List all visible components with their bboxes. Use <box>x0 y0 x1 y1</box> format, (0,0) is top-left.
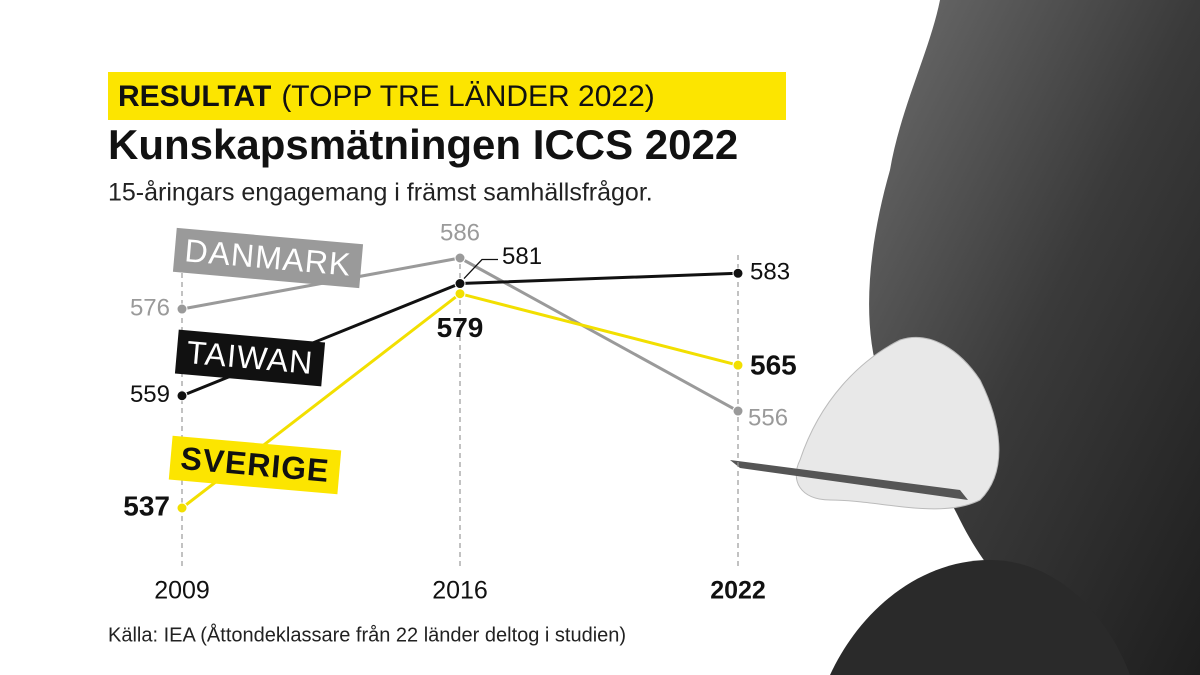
data-label: 581 <box>502 243 542 270</box>
chart-subtitle: 15-åringars engagemang i främst samhälls… <box>108 179 653 207</box>
x-tick-label: 2022 <box>710 577 766 605</box>
data-label: 576 <box>130 294 170 321</box>
data-point <box>454 278 466 290</box>
data-label: 586 <box>440 219 480 246</box>
badge-background <box>174 329 326 387</box>
data-point <box>454 252 466 264</box>
data-point <box>176 502 188 514</box>
x-tick-label: 2009 <box>154 577 210 605</box>
data-point <box>176 303 188 315</box>
data-point <box>454 288 466 300</box>
kicker: RESULTAT <box>118 80 271 113</box>
kicker-background <box>108 72 786 120</box>
data-point <box>732 359 744 371</box>
data-label: 559 <box>130 381 170 408</box>
data-point <box>176 390 188 402</box>
x-tick-label: 2016 <box>432 577 488 605</box>
data-point <box>732 405 744 417</box>
chart-title: Kunskapsmätningen ICCS 2022 <box>108 121 738 168</box>
leader-line <box>463 258 498 279</box>
legend-label: DANMARK <box>183 232 353 282</box>
data-point <box>732 267 744 279</box>
data-label: 537 <box>123 490 170 521</box>
data-label: 579 <box>437 312 484 343</box>
badge-background <box>168 435 342 495</box>
series-badge: TAIWAN <box>174 329 326 387</box>
source-note: Källa: IEA (Åttondeklassare från 22 länd… <box>108 623 626 646</box>
data-label: 565 <box>750 350 797 381</box>
photo <box>730 0 1200 675</box>
badge-background <box>172 227 364 289</box>
series-badge: DANMARK <box>172 227 364 289</box>
series-badge: SVERIGE <box>168 435 342 495</box>
data-label: 556 <box>748 404 788 431</box>
kicker-note: (TOPP TRE LÄNDER 2022) <box>281 80 654 113</box>
data-label: 583 <box>750 259 790 286</box>
grid <box>181 255 739 570</box>
